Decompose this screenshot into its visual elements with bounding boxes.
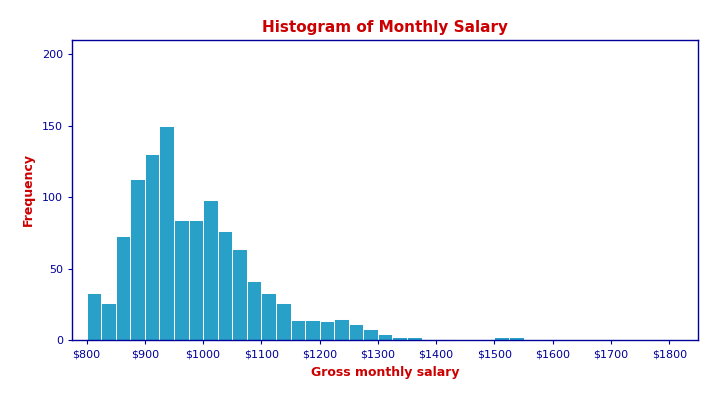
Bar: [348, 324, 364, 340]
Bar: [276, 303, 290, 340]
Title: Histogram of Monthly Salary: Histogram of Monthly Salary: [262, 20, 508, 35]
Bar: [407, 337, 422, 340]
Bar: [495, 337, 509, 340]
Bar: [86, 293, 101, 340]
Bar: [247, 282, 261, 340]
Bar: [159, 126, 174, 340]
Bar: [116, 236, 130, 340]
Bar: [364, 328, 378, 340]
Bar: [130, 178, 145, 340]
Bar: [509, 337, 523, 340]
Bar: [422, 338, 436, 340]
Bar: [233, 248, 247, 340]
Y-axis label: Frequency: Frequency: [22, 154, 35, 226]
Bar: [290, 320, 305, 340]
Bar: [203, 200, 217, 340]
Bar: [261, 293, 276, 340]
Bar: [305, 320, 320, 340]
Bar: [378, 334, 392, 340]
X-axis label: Gross monthly salary: Gross monthly salary: [311, 366, 459, 379]
Bar: [320, 322, 334, 340]
Bar: [217, 232, 233, 340]
Bar: [436, 338, 451, 340]
Bar: [334, 318, 348, 340]
Bar: [101, 303, 116, 340]
Bar: [174, 220, 189, 340]
Bar: [145, 154, 159, 340]
Bar: [189, 220, 203, 340]
Bar: [392, 337, 407, 340]
